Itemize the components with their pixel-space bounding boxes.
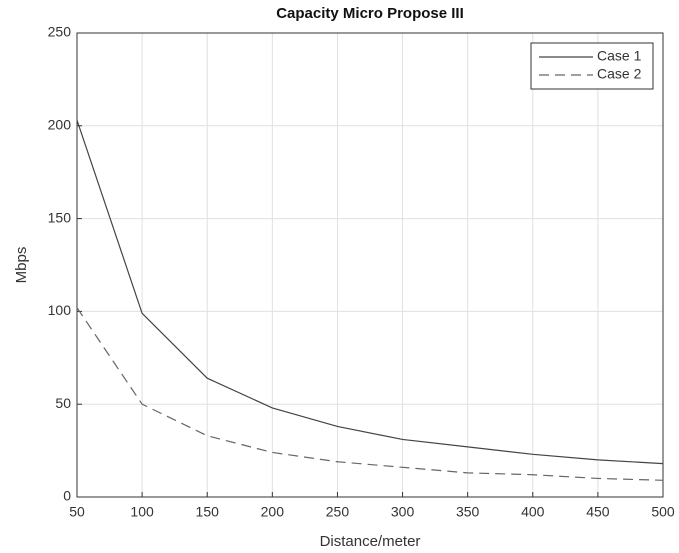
y-tick-label: 150: [48, 209, 72, 225]
legend-label: Case 1: [597, 48, 642, 64]
y-tick-label: 100: [48, 302, 72, 318]
x-tick-label: 150: [196, 504, 220, 520]
y-tick-label: 250: [48, 24, 72, 40]
line-series: [76, 120, 664, 465]
legend-box: [530, 42, 654, 90]
plot-frame: [76, 32, 664, 498]
y-tick-label: 0: [63, 488, 71, 504]
x-tick-label: 100: [130, 504, 154, 520]
x-tick-label: 500: [651, 504, 675, 520]
x-tick-label: 250: [326, 504, 350, 520]
legend-label: Case 2: [597, 66, 642, 82]
x-tick-label: 400: [521, 504, 545, 520]
x-tick-label: 300: [391, 504, 415, 520]
x-tick-label: 50: [69, 504, 85, 520]
y-axis-label: Mbps: [13, 247, 30, 284]
line-series: [76, 307, 664, 481]
y-tick-label: 50: [55, 395, 71, 411]
x-tick-label: 450: [586, 504, 610, 520]
x-axis-label: Distance/meter: [320, 533, 421, 550]
x-tick-label: 350: [456, 504, 480, 520]
x-tick-label: 200: [261, 504, 285, 520]
y-tick-label: 200: [48, 117, 72, 133]
chart-title: Capacity Micro Propose III: [276, 5, 464, 22]
